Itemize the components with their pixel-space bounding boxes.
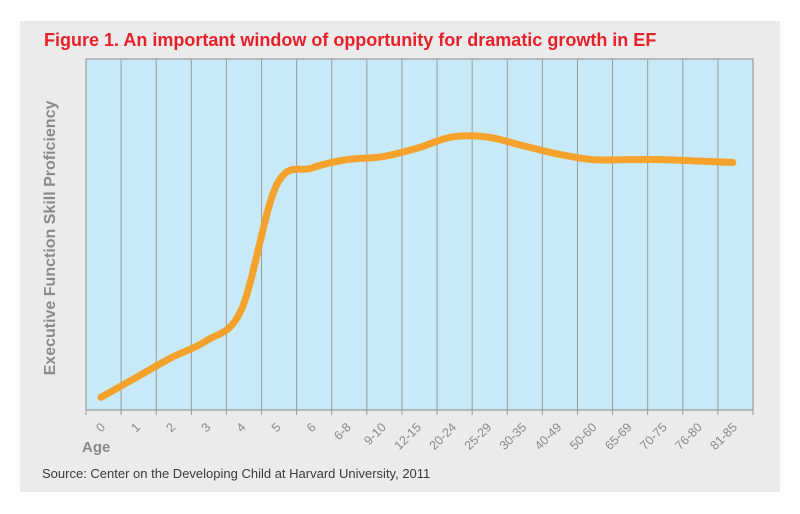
gridlines bbox=[85, 59, 754, 415]
x-tick-label: 4 bbox=[234, 420, 249, 435]
x-tick-label: 5 bbox=[269, 420, 284, 435]
x-tick-label: 65-69 bbox=[602, 420, 635, 453]
x-tick-label: 6 bbox=[304, 420, 319, 435]
x-tick-label: 76-80 bbox=[672, 420, 705, 453]
plot-area bbox=[85, 58, 754, 411]
x-tick-label: 3 bbox=[199, 420, 214, 435]
x-tick-label: 6-8 bbox=[331, 420, 354, 443]
x-tick-label: 9-10 bbox=[361, 420, 389, 448]
x-axis-label: Age bbox=[82, 439, 110, 456]
x-tick-label: 20-24 bbox=[427, 420, 460, 453]
x-tick-label: 2 bbox=[164, 420, 179, 435]
x-tick-label: 30-35 bbox=[497, 420, 530, 453]
x-tick-label: 1 bbox=[128, 420, 143, 435]
x-tick-label: 70-75 bbox=[637, 420, 670, 453]
x-tick-labels: 0 1 2 3 4 5 6 6-8 9-10 12-15 20-24 25-29 30-35 40-49 5… bbox=[93, 420, 740, 453]
y-axis-label: Executive Function Skill Proficiency bbox=[42, 101, 59, 376]
x-tick-label: 12-15 bbox=[392, 420, 425, 453]
chart-title: Figure 1. An important window of opportu… bbox=[44, 30, 657, 50]
x-tick-label: 25-29 bbox=[462, 420, 495, 453]
proficiency-curve bbox=[97, 132, 737, 401]
x-tick-label: 81-85 bbox=[708, 420, 741, 453]
x-tick-label: 40-49 bbox=[532, 420, 565, 453]
x-tick-label: 50-60 bbox=[567, 420, 600, 453]
x-tick-label: 0 bbox=[93, 420, 108, 435]
source-note: Source: Center on the Developing Child a… bbox=[42, 466, 431, 481]
